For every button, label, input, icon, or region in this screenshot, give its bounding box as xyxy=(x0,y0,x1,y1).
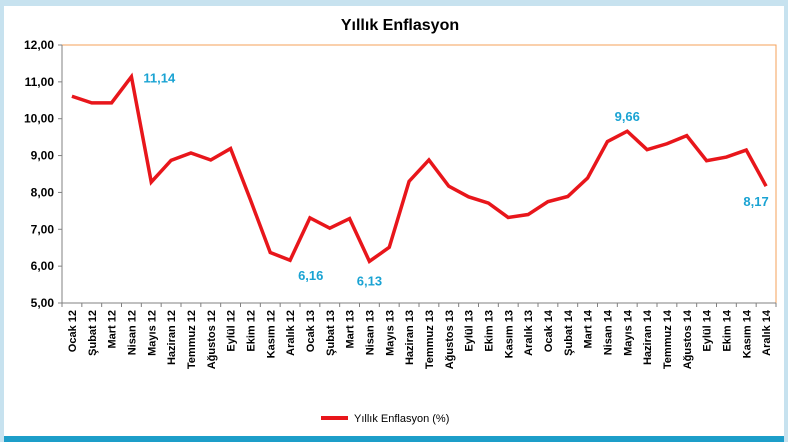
x-tick-label: Ekim 13 xyxy=(483,310,495,352)
x-tick-label: Temmuz 14 xyxy=(662,309,674,369)
x-tick-labels: Ocak 12 Şubat 12 Mart 12 Nisan 12 Mayıs 12 Ha… xyxy=(61,303,777,369)
x-tick-label: Eylül 12 xyxy=(226,310,238,352)
x-tick-label: Temmuz 13 xyxy=(424,310,436,369)
x-tick-label: Haziran 12 xyxy=(166,310,178,365)
y-tick-label: 12,00 xyxy=(24,38,54,52)
x-tick-label: Nisan 14 xyxy=(602,309,614,355)
x-tick-label: Mayıs 12 xyxy=(146,310,158,356)
data-labels: 11,14 6,16 6,13 9,66 8,17 xyxy=(143,71,768,289)
y-tick-label: 11,00 xyxy=(25,75,55,89)
y-tick-label: 7,00 xyxy=(31,222,55,236)
data-label: 9,66 xyxy=(615,109,640,124)
data-label: 6,16 xyxy=(298,268,323,283)
x-tick-label: Ocak 14 xyxy=(543,309,555,352)
x-tick-label: Kasım 14 xyxy=(741,309,753,358)
x-tick-label: Eylül 14 xyxy=(702,309,714,351)
x-tick-label: Ağustos 13 xyxy=(444,310,456,369)
x-tick-label: Kasım 13 xyxy=(503,310,515,358)
x-tick-label: Mayıs 13 xyxy=(384,310,396,356)
x-tick-label: Nisan 12 xyxy=(126,310,138,355)
x-tick-label: Ocak 12 xyxy=(67,310,79,352)
x-tick-label: Mayıs 14 xyxy=(622,309,634,356)
y-tick-label: 8,00 xyxy=(31,185,55,199)
x-tick-label: Ekim 12 xyxy=(245,310,257,352)
x-tick-label: Temmuz 12 xyxy=(186,310,198,369)
x-tick-label: Şubat 14 xyxy=(563,309,575,356)
x-tick-label: Kasım 12 xyxy=(265,310,277,358)
x-tick-label: Ocak 13 xyxy=(305,310,317,352)
series-line xyxy=(71,72,768,264)
x-tick-label: Ağustos 12 xyxy=(206,310,218,369)
x-tick-label: Aralık 13 xyxy=(523,310,535,356)
y-tick-label: 5,00 xyxy=(31,296,55,310)
x-tick-label: Şubat 13 xyxy=(325,310,337,356)
series-layer xyxy=(71,72,768,264)
chart-title: Yıllık Enflasyon xyxy=(341,17,459,34)
y-tick-labels: 5,00 6,00 7,00 8,00 9,00 10,00 11,00 12,00 xyxy=(24,38,62,310)
data-label: 8,17 xyxy=(743,194,768,209)
x-tick-label: Ağustos 14 xyxy=(682,309,694,369)
x-tick-label: Haziran 14 xyxy=(642,309,654,365)
x-tick-label: Eylül 13 xyxy=(464,310,476,352)
legend: Yıllık Enflasyon (%) xyxy=(321,413,449,425)
x-tick-label: Mart 13 xyxy=(345,310,357,349)
x-tick-label: Mart 12 xyxy=(107,310,119,349)
x-tick-label: Mart 14 xyxy=(583,309,595,348)
x-tick-label: Aralık 12 xyxy=(285,310,297,356)
x-tick-label: Aralık 14 xyxy=(761,309,773,356)
y-tick-label: 10,00 xyxy=(24,112,54,126)
x-tick-label: Şubat 12 xyxy=(87,310,99,356)
legend-entry: Yıllık Enflasyon (%) xyxy=(354,413,449,425)
data-label: 11,14 xyxy=(143,71,176,86)
x-tick-label: Nisan 13 xyxy=(364,310,376,355)
x-tick-label: Haziran 13 xyxy=(404,310,416,365)
x-tick-label: Ekim 14 xyxy=(721,309,733,351)
data-label: 6,13 xyxy=(357,273,382,288)
y-tick-label: 9,00 xyxy=(31,149,55,163)
y-tick-label: 6,00 xyxy=(31,259,55,273)
